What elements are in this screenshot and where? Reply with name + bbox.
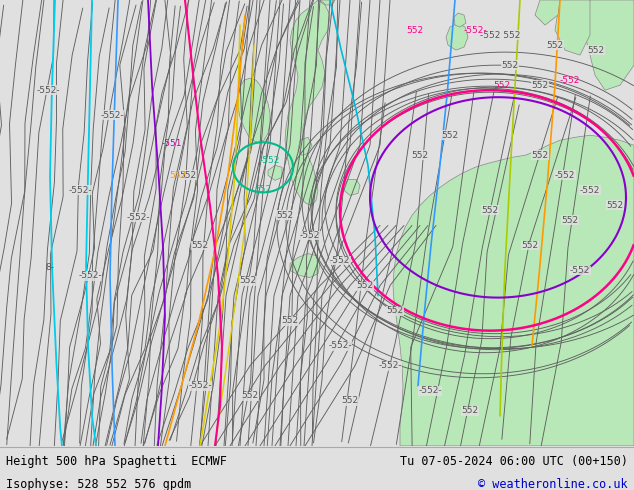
- Text: -552: -552: [570, 266, 590, 275]
- Text: 552: 552: [562, 216, 579, 225]
- Text: 552: 552: [387, 306, 404, 315]
- Text: -552-: -552-: [328, 341, 352, 350]
- Text: -552: -552: [580, 186, 600, 195]
- Text: 552: 552: [441, 131, 458, 140]
- Text: 552: 552: [607, 201, 624, 210]
- Polygon shape: [238, 78, 270, 142]
- Text: 552: 552: [242, 392, 259, 400]
- Text: -552-: -552-: [100, 111, 124, 120]
- Text: -552-: -552-: [188, 381, 212, 390]
- Text: 552: 552: [531, 81, 548, 90]
- Text: 552: 552: [406, 25, 424, 35]
- Text: -552-: -552-: [463, 25, 487, 35]
- Polygon shape: [320, 0, 335, 5]
- Polygon shape: [535, 0, 560, 25]
- Polygon shape: [393, 135, 634, 446]
- Text: 552: 552: [501, 61, 519, 70]
- Text: 552: 552: [356, 281, 373, 290]
- Polygon shape: [446, 23, 468, 50]
- Text: 552: 552: [254, 185, 271, 194]
- Text: Height 500 hPa Spaghetti  ECMWF: Height 500 hPa Spaghetti ECMWF: [6, 455, 227, 468]
- Text: 552: 552: [481, 206, 498, 215]
- Text: 552: 552: [281, 316, 299, 325]
- Text: -552: -552: [260, 156, 280, 165]
- Text: -552: -552: [300, 231, 320, 240]
- Text: -552-: -552-: [78, 271, 102, 280]
- Text: -552-: -552-: [36, 86, 60, 95]
- Text: 552: 552: [240, 276, 257, 285]
- Polygon shape: [344, 179, 360, 196]
- Text: -552: -552: [560, 75, 580, 85]
- Text: 552: 552: [521, 241, 538, 250]
- Text: 8-: 8-: [46, 263, 55, 272]
- Text: © weatheronline.co.uk: © weatheronline.co.uk: [478, 478, 628, 490]
- Text: 552: 552: [462, 406, 479, 416]
- Text: -552: -552: [555, 171, 575, 180]
- Text: -552: -552: [330, 256, 350, 265]
- Text: 552: 552: [588, 46, 605, 54]
- Polygon shape: [268, 165, 282, 180]
- Text: 552: 552: [493, 81, 510, 90]
- Text: 552: 552: [411, 151, 429, 160]
- Text: -552-: -552-: [68, 186, 92, 195]
- Text: -551: -551: [162, 139, 182, 148]
- Polygon shape: [555, 0, 590, 55]
- Polygon shape: [454, 13, 466, 27]
- Polygon shape: [298, 137, 312, 155]
- Text: -552-: -552-: [126, 213, 150, 222]
- Text: 552: 552: [276, 211, 294, 220]
- Text: -552-: -552-: [418, 386, 442, 395]
- Text: Tu 07-05-2024 06:00 UTC (00+150): Tu 07-05-2024 06:00 UTC (00+150): [399, 455, 628, 468]
- Text: -552 552: -552 552: [480, 30, 520, 40]
- Text: 552: 552: [169, 171, 186, 180]
- Text: -552-: -552-: [378, 361, 402, 370]
- Polygon shape: [585, 0, 634, 90]
- Polygon shape: [285, 0, 330, 205]
- Text: Isophyse: 528 552 576 gpdm: Isophyse: 528 552 576 gpdm: [6, 478, 191, 490]
- Text: 552: 552: [547, 41, 564, 49]
- Polygon shape: [290, 253, 320, 277]
- Text: 552: 552: [191, 241, 209, 250]
- Text: 552: 552: [531, 151, 548, 160]
- Text: 552: 552: [342, 396, 359, 405]
- Text: 552: 552: [179, 171, 197, 180]
